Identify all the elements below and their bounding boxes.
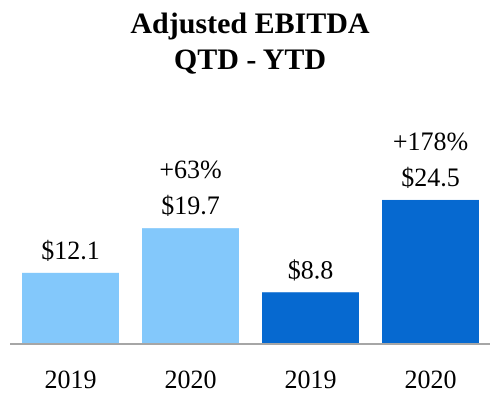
value-label-1: $12.1 bbox=[41, 236, 100, 265]
change-label-4: +178% bbox=[393, 127, 468, 156]
value-label-2: $19.7 bbox=[161, 191, 220, 220]
category-label-4: 2020 bbox=[405, 365, 457, 394]
value-label-4: $24.5 bbox=[401, 163, 460, 192]
bar-2 bbox=[142, 228, 239, 344]
chart-subtitle: QTD - YTD bbox=[173, 43, 327, 76]
bar-4 bbox=[382, 199, 479, 344]
category-label-3: 2019 bbox=[285, 365, 337, 394]
value-label-3: $8.8 bbox=[288, 255, 334, 284]
change-label-2: +63% bbox=[159, 155, 221, 184]
bar-1 bbox=[22, 272, 119, 344]
chart-title: Adjusted EBITDA bbox=[130, 7, 370, 40]
chart-title-block: Adjusted EBITDA QTD - YTD bbox=[0, 6, 500, 78]
category-label-1: 2019 bbox=[45, 365, 97, 394]
category-label-2: 2020 bbox=[165, 365, 217, 394]
bar-3 bbox=[262, 292, 359, 344]
